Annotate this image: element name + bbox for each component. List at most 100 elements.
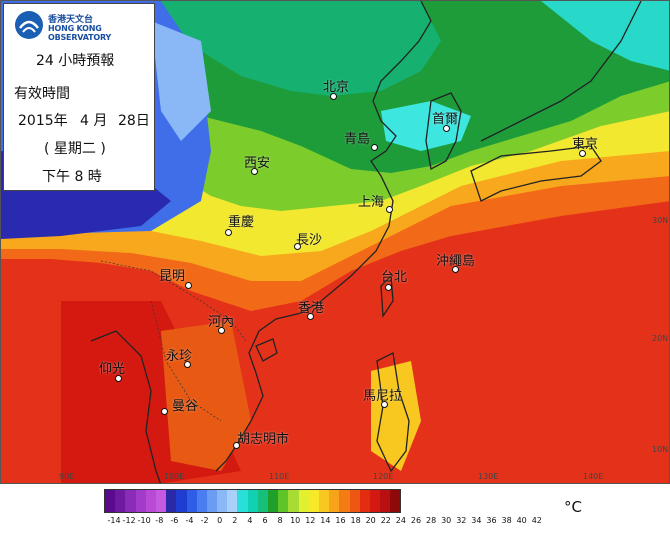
legend-ticks: -14 -12 -10 -8 -6 -4 -2 0 2 4 6 8 10 12 14 16 18 20 22 24 26… <box>104 516 544 530</box>
city-marker <box>251 168 258 175</box>
legend-swatch <box>318 490 330 512</box>
lon-label: 110E <box>269 472 290 481</box>
legend-tick-label: 4 <box>247 516 253 525</box>
legend-swatch <box>206 490 218 512</box>
lon-label: 130E <box>478 472 499 481</box>
legend-swatch <box>390 490 401 512</box>
logo-en-text: HONG KONG OBSERVATORY <box>48 24 112 42</box>
legend-tick-label: 2 <box>232 516 238 525</box>
legend-swatch <box>298 490 309 512</box>
city-label: 曼谷 <box>172 399 199 414</box>
legend-swatch <box>105 490 116 512</box>
legend-swatch <box>196 490 207 512</box>
city-marker <box>115 375 122 382</box>
taiwan-coast <box>380 274 394 318</box>
hainan-coast <box>255 338 278 362</box>
legend-swatch <box>115 490 126 512</box>
legend-unit: °C <box>564 498 582 516</box>
legend-swatch <box>268 490 279 512</box>
legend-tick-label: 26 <box>410 516 422 525</box>
field-cyan-sea <box>381 101 471 151</box>
info-panel: 香港天文台 HONG KONG OBSERVATORY 24 小時預報 有效時間… <box>3 3 155 191</box>
city-marker <box>233 442 240 449</box>
hko-logo-mark <box>15 11 43 39</box>
legend-colorbar <box>104 489 402 513</box>
city-marker <box>386 206 393 213</box>
legend-tick-label: 28 <box>426 516 437 525</box>
china-coast <box>215 1 432 472</box>
date-year: 2015年 <box>18 113 68 129</box>
legend-swatch <box>186 490 197 512</box>
legend-swatch <box>145 490 156 512</box>
city-label: 胡志明市 <box>237 432 290 447</box>
city-marker <box>161 408 168 415</box>
city-marker <box>381 401 388 408</box>
lon-label: 100E <box>164 472 185 481</box>
legend-swatch <box>257 490 268 512</box>
city-label: 永珍 <box>166 349 193 364</box>
city-marker <box>184 361 191 368</box>
city-label: 青島 <box>344 132 371 147</box>
city-marker <box>294 243 301 250</box>
city-label: 台北 <box>381 270 408 285</box>
field-lightblue <box>151 21 211 141</box>
field-indochina <box>161 321 251 471</box>
legend-swatch <box>380 490 391 512</box>
legend-swatch <box>349 490 360 512</box>
city-label: 香港 <box>298 301 325 316</box>
temperature-map: 香港天文台 HONG KONG OBSERVATORY 24 小時預報 有效時間… <box>0 0 670 484</box>
city-label: 重慶 <box>228 215 255 230</box>
legend-tick-label: 18 <box>350 516 361 525</box>
legend-tick-label: 6 <box>262 516 268 525</box>
city-marker <box>185 282 192 289</box>
field-cyan-ne <box>541 1 669 71</box>
lat-label: 20N <box>652 334 669 343</box>
legend-tick-label: 24 <box>395 516 406 525</box>
legend-swatch <box>288 490 299 512</box>
city-marker <box>579 150 586 157</box>
city-label: 北京 <box>323 80 350 95</box>
border-2 <box>150 300 222 422</box>
map-canvas <box>1 1 669 483</box>
weekday: ( 星期二 ) <box>44 141 106 157</box>
city-label: 長沙 <box>296 233 323 248</box>
legend-tick-label: 30 <box>441 516 452 525</box>
legend-swatch <box>308 490 319 512</box>
lon-label: 90E <box>59 472 75 481</box>
lon-label: 120E <box>373 472 394 481</box>
city-marker <box>443 125 450 132</box>
legend-tick-label: 12 <box>305 516 316 525</box>
forecast-time: 下午 8 時 <box>42 169 102 185</box>
city-label: 沖繩島 <box>436 254 476 269</box>
legend-tick-label: -4 <box>185 516 194 525</box>
city-marker <box>330 93 337 100</box>
korea-coast <box>425 92 462 170</box>
legend-swatch <box>237 490 248 512</box>
legend-tick-label: 34 <box>471 516 482 525</box>
city-label: 河內 <box>208 315 235 330</box>
field-teal <box>161 1 441 96</box>
city-label: 上海 <box>358 195 385 210</box>
city-label: 昆明 <box>159 269 186 284</box>
legend-tick-label: -14 <box>107 516 121 525</box>
legend-tick-label: -12 <box>122 516 136 525</box>
city-marker <box>225 229 232 236</box>
legend-tick-label: 20 <box>365 516 376 525</box>
lat-label: 10N <box>652 445 669 454</box>
legend-swatch <box>155 490 167 512</box>
lon-label: 140E <box>583 472 604 481</box>
city-marker <box>385 284 392 291</box>
japan-coast <box>470 1 642 202</box>
legend-tick-label: 14 <box>320 516 331 525</box>
hko-logo: 香港天文台 HONG KONG OBSERVATORY <box>14 10 154 42</box>
legend-swatch <box>247 490 258 512</box>
date-month: 4 月 <box>80 113 108 129</box>
legend-swatch <box>339 490 350 512</box>
myanmar-coast <box>90 330 161 483</box>
legend-tick-label: 16 <box>335 516 346 525</box>
lat-label: 30N <box>652 216 669 225</box>
city-marker <box>371 144 378 151</box>
city-label: 西安 <box>244 156 271 171</box>
legend-tick-label: 10 <box>290 516 301 525</box>
legend-tick-label: 40 <box>516 516 527 525</box>
